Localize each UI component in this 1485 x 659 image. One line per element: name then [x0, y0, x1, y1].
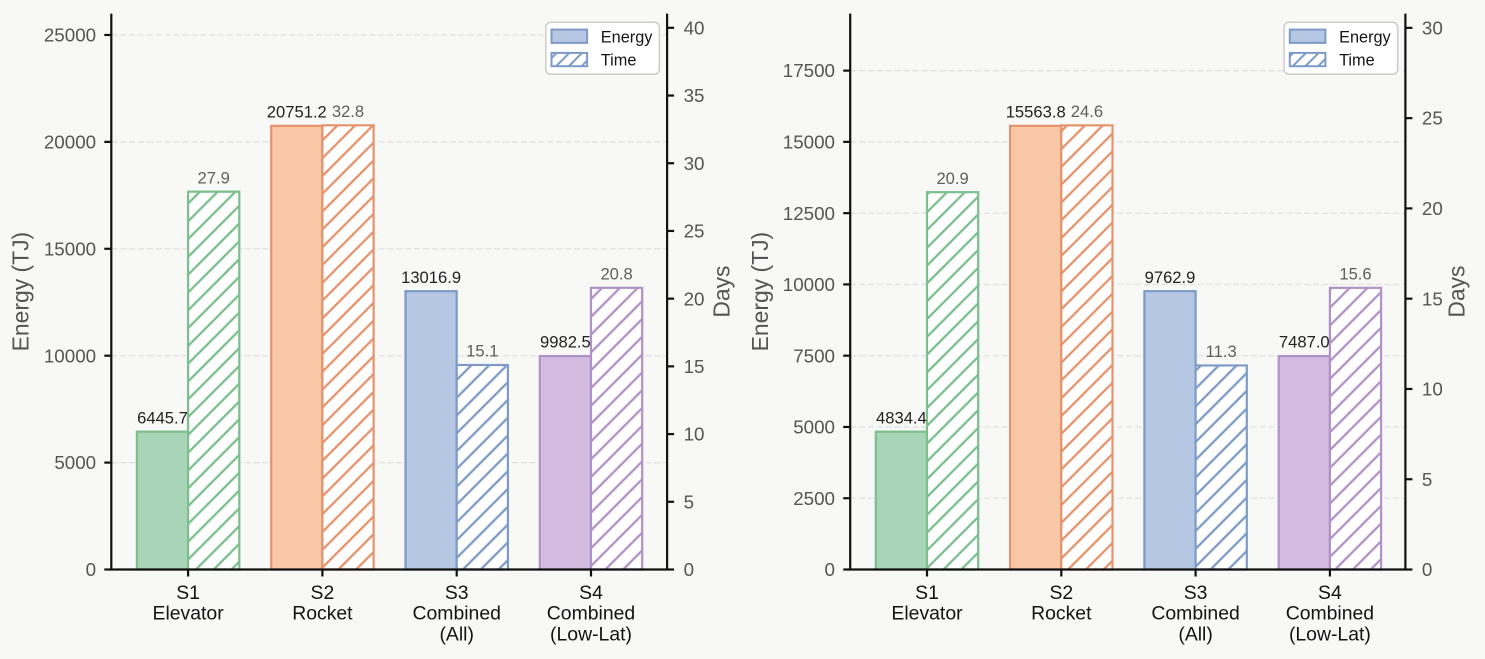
svg-text:20: 20 — [1422, 198, 1443, 219]
svg-text:15563.8: 15563.8 — [1006, 102, 1066, 121]
svg-text:20000: 20000 — [44, 131, 96, 152]
svg-text:7500: 7500 — [793, 345, 835, 366]
svg-text:0: 0 — [684, 559, 694, 580]
svg-text:0: 0 — [86, 559, 96, 580]
svg-text:35: 35 — [684, 85, 705, 106]
svg-text:Days: Days — [708, 266, 734, 318]
svg-text:32.8: 32.8 — [332, 102, 364, 121]
svg-text:0: 0 — [1422, 559, 1432, 580]
svg-text:S2: S2 — [1049, 582, 1073, 604]
svg-text:10: 10 — [684, 424, 705, 445]
svg-text:S4: S4 — [1318, 582, 1342, 604]
svg-text:30: 30 — [1422, 17, 1443, 38]
svg-text:20.8: 20.8 — [600, 264, 632, 283]
svg-text:9762.9: 9762.9 — [1145, 268, 1196, 287]
svg-text:Energy: Energy — [601, 28, 653, 46]
svg-text:Time: Time — [1339, 52, 1375, 70]
svg-text:4834.4: 4834.4 — [876, 408, 927, 427]
svg-text:0: 0 — [825, 559, 835, 580]
svg-text:S4: S4 — [579, 582, 603, 604]
svg-text:12500: 12500 — [783, 203, 835, 224]
svg-text:20751.2: 20751.2 — [267, 102, 327, 121]
svg-text:25000: 25000 — [44, 25, 96, 46]
svg-text:Energy (TJ): Energy (TJ) — [8, 232, 34, 352]
svg-text:Elevator: Elevator — [891, 603, 963, 625]
svg-text:(Low-Lat): (Low-Lat) — [1289, 623, 1371, 645]
svg-text:30: 30 — [684, 153, 705, 174]
svg-text:Combined: Combined — [547, 603, 635, 625]
svg-text:Energy: Energy — [1339, 28, 1391, 46]
svg-text:15.1: 15.1 — [466, 342, 498, 361]
svg-text:11.3: 11.3 — [1206, 342, 1237, 361]
svg-text:Days: Days — [1444, 266, 1470, 318]
svg-text:S2: S2 — [311, 582, 335, 604]
svg-text:S3: S3 — [1184, 582, 1208, 604]
svg-text:Elevator: Elevator — [153, 603, 225, 625]
svg-text:13016.9: 13016.9 — [401, 268, 461, 287]
svg-text:5: 5 — [684, 491, 694, 512]
svg-text:S3: S3 — [445, 582, 469, 604]
svg-text:25: 25 — [1422, 108, 1443, 129]
svg-text:40: 40 — [684, 17, 705, 38]
svg-text:5000: 5000 — [793, 417, 835, 438]
svg-text:Rocket: Rocket — [1031, 603, 1092, 625]
svg-text:10000: 10000 — [44, 345, 96, 366]
svg-text:7487.0: 7487.0 — [1279, 333, 1330, 352]
svg-text:9982.5: 9982.5 — [540, 333, 591, 352]
svg-text:6445.7: 6445.7 — [137, 408, 188, 427]
svg-text:S1: S1 — [176, 582, 200, 604]
svg-text:15000: 15000 — [44, 238, 96, 259]
svg-text:Energy (TJ): Energy (TJ) — [747, 232, 773, 352]
svg-text:10000: 10000 — [783, 274, 835, 295]
svg-text:20.9: 20.9 — [936, 169, 968, 188]
svg-text:Combined: Combined — [1286, 603, 1374, 625]
svg-text:5000: 5000 — [54, 452, 96, 473]
svg-text:15: 15 — [684, 356, 705, 377]
svg-text:(All): (All) — [439, 623, 473, 645]
svg-text:25: 25 — [684, 221, 705, 242]
svg-text:Time: Time — [601, 52, 637, 70]
svg-text:15.6: 15.6 — [1339, 264, 1371, 283]
svg-text:(Low-Lat): (Low-Lat) — [550, 623, 632, 645]
svg-text:20: 20 — [684, 288, 705, 309]
svg-text:S1: S1 — [915, 582, 939, 604]
svg-text:Rocket: Rocket — [292, 603, 353, 625]
svg-text:10: 10 — [1422, 379, 1443, 400]
svg-text:(All): (All) — [1178, 623, 1212, 645]
svg-text:2500: 2500 — [793, 488, 835, 509]
svg-text:27.9: 27.9 — [198, 168, 230, 187]
svg-text:24.6: 24.6 — [1071, 102, 1103, 121]
svg-text:Combined: Combined — [413, 603, 501, 625]
svg-text:15: 15 — [1422, 288, 1443, 309]
svg-text:17500: 17500 — [783, 60, 835, 81]
svg-text:5: 5 — [1422, 469, 1432, 490]
svg-text:15000: 15000 — [783, 131, 835, 152]
svg-text:Combined: Combined — [1151, 603, 1239, 625]
